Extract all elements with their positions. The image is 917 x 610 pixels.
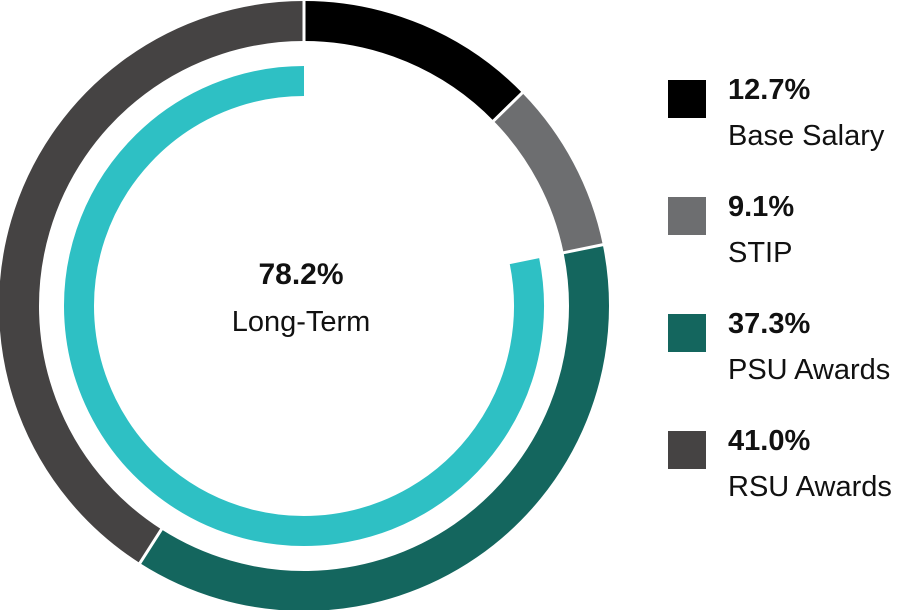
inner-ring-long-term-arc (64, 66, 544, 546)
legend-swatch (668, 197, 706, 235)
center-value: 78.2% (258, 258, 344, 291)
outer-ring-separator (562, 243, 605, 255)
outer-ring-slice-stip (493, 92, 603, 254)
outer-ring-slice-base-salary (303, 1, 523, 122)
outer-ring (0, 0, 609, 610)
outer-ring-slice-rsu-awards (0, 1, 305, 564)
legend: 12.7% Base Salary 9.1% STIP 37.3% PSU Aw… (668, 74, 917, 542)
legend-item-base-salary: 12.7% Base Salary (668, 74, 917, 191)
inner-ring (64, 66, 544, 546)
center-label: Long-Term (231, 306, 371, 338)
legend-label: PSU Awards (728, 354, 891, 386)
legend-swatch (668, 80, 706, 118)
outer-ring-separator (138, 527, 164, 565)
legend-swatch (668, 314, 706, 352)
legend-item-stip: 9.1% STIP (668, 191, 917, 308)
legend-label: STIP (728, 237, 793, 269)
donut-chart (0, 0, 609, 610)
legend-item-psu-awards: 37.3% PSU Awards (668, 308, 917, 425)
legend-label: Base Salary (728, 120, 885, 152)
legend-value: 41.0% (728, 425, 811, 457)
legend-swatch (668, 431, 706, 469)
legend-value: 9.1% (728, 191, 795, 223)
legend-label: RSU Awards (728, 471, 892, 503)
outer-ring-separator (491, 91, 524, 123)
legend-value: 12.7% (728, 74, 811, 106)
legend-value: 37.3% (728, 308, 811, 340)
outer-ring-slice-psu-awards (139, 244, 609, 610)
legend-item-rsu-awards: 41.0% RSU Awards (668, 425, 917, 542)
